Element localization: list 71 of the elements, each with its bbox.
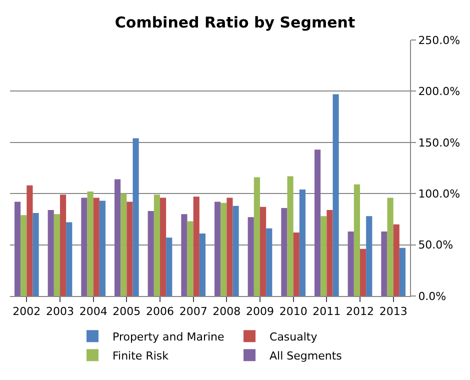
bar: [154, 194, 160, 296]
bar: [193, 196, 200, 296]
bar: [60, 194, 66, 296]
bar: [399, 248, 406, 296]
bar: [66, 222, 72, 296]
bar: [181, 214, 188, 296]
bar: [348, 231, 354, 296]
y-tick-label: 250.0%: [418, 34, 460, 47]
bar: [20, 215, 27, 296]
bar: [226, 198, 233, 296]
bar: [26, 185, 33, 296]
bar: [360, 248, 366, 296]
bar: [166, 238, 172, 296]
bar: [314, 150, 321, 296]
x-tick-label: 2008: [212, 305, 241, 318]
x-tick-label: 2013: [379, 305, 408, 318]
y-tick-label: 0.0%: [418, 290, 446, 303]
bar: [381, 231, 388, 296]
bar: [266, 228, 272, 296]
legend-label: All Segments: [270, 349, 342, 362]
bar: [93, 198, 100, 296]
bar: [81, 198, 88, 296]
bar: [187, 221, 194, 296]
bar: [120, 194, 127, 296]
bar: [293, 232, 300, 296]
bar: [232, 206, 239, 296]
bar: [366, 216, 372, 296]
bar: [332, 94, 339, 296]
bar: [254, 177, 260, 296]
bar: [326, 210, 333, 296]
bar: [160, 198, 166, 296]
bar: [54, 214, 60, 296]
x-tick-label: 2003: [46, 305, 74, 318]
legend-label: Finite Risk: [112, 349, 170, 362]
x-tick-label: 2005: [112, 305, 141, 318]
bar: [99, 200, 106, 296]
bar: [320, 216, 327, 296]
y-tick-label: 50.0%: [418, 238, 454, 252]
bar: [199, 234, 206, 296]
bar: [387, 198, 394, 296]
bar: [48, 210, 54, 296]
bar: [87, 192, 94, 296]
x-tick-label: 2007: [179, 305, 208, 318]
bar: [281, 208, 288, 296]
bar: [287, 176, 294, 296]
bar: [299, 190, 306, 296]
bar: [393, 224, 400, 296]
y-tick-label: 150.0%: [418, 136, 460, 150]
x-tick-label: 2009: [246, 305, 274, 318]
x-tick-label: 2004: [79, 305, 108, 318]
x-tick-label: 2006: [146, 305, 174, 318]
y-tick-label: 100.0%: [418, 187, 460, 200]
y-tick-label: 200.0%: [418, 85, 460, 98]
x-tick-label: 2002: [12, 305, 41, 318]
legend-label: Casualty: [270, 330, 318, 344]
x-tick-label: 2011: [312, 305, 341, 318]
bar: [214, 202, 221, 296]
legend-label: Property and Marine: [112, 330, 225, 344]
chart-title: Combined Ratio by Segment: [114, 14, 356, 32]
bar: [126, 202, 133, 296]
bar: [220, 202, 227, 296]
bar: [14, 202, 21, 296]
x-tick-label: 2010: [279, 305, 308, 318]
bar: [354, 184, 360, 296]
bar: [260, 206, 266, 296]
bar: [32, 213, 39, 296]
bar: [248, 217, 254, 296]
bar: [114, 179, 121, 296]
bar: [132, 138, 139, 296]
bar: [148, 211, 154, 296]
x-tick-label: 2012: [346, 305, 374, 318]
